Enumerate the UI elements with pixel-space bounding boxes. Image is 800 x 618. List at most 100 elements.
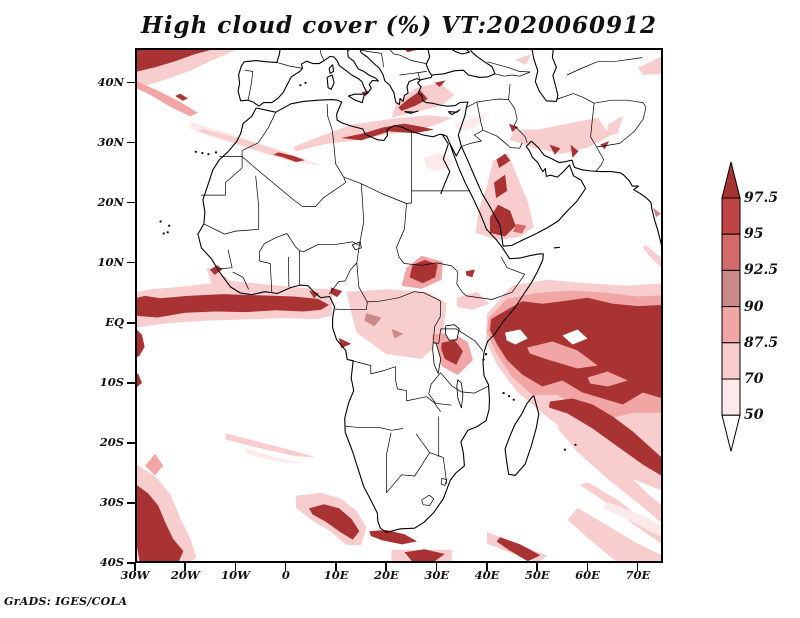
island-dot <box>159 220 162 223</box>
country-border <box>381 53 384 68</box>
country-border <box>421 494 435 506</box>
island-dot <box>304 81 307 84</box>
country-border <box>399 71 427 76</box>
island-dot <box>194 150 197 153</box>
cloud-io-lane2 <box>587 371 628 387</box>
cloud-midatl-arc1 <box>225 433 316 458</box>
country-border <box>461 385 490 394</box>
cloud-pak-dash <box>600 141 610 150</box>
island-dot <box>484 353 488 356</box>
cloud-ssudan-core <box>409 259 438 284</box>
country-border <box>557 93 595 104</box>
x-tick-label: 40E <box>474 568 500 582</box>
x-tick <box>435 563 438 571</box>
island-dot <box>502 392 505 395</box>
cloud-se-trail-fan1 <box>557 421 663 524</box>
coastline <box>328 64 335 74</box>
colorbar-label: 50 <box>744 407 764 424</box>
cloud-egypt-pink <box>424 153 455 172</box>
island-dot <box>482 358 485 361</box>
coastline <box>417 79 422 94</box>
cloud-br-fan2 <box>602 501 663 538</box>
country-border <box>433 328 442 344</box>
coastline <box>258 48 379 107</box>
cloud-india-dash <box>652 207 661 218</box>
country-border <box>345 425 404 431</box>
y-tick-label: 20N <box>97 194 124 209</box>
x-tick-label: 0 <box>281 568 290 582</box>
country-border <box>595 146 605 172</box>
cloud-nw-dash <box>175 93 188 101</box>
island-dot <box>201 151 204 155</box>
x-tick-label: 60E <box>575 568 600 582</box>
x-tick-label: 50E <box>524 568 550 582</box>
country-border <box>590 103 597 148</box>
island-dot <box>508 395 511 398</box>
country-border <box>244 69 254 100</box>
cloud-caspian-pink <box>514 54 532 65</box>
map-frame <box>135 48 663 563</box>
cloud-turkey-dash <box>434 80 446 87</box>
colorbar-segment <box>721 342 741 380</box>
cloud-saudi-core1 <box>490 204 516 237</box>
x-tick-label: 20W <box>170 568 200 582</box>
country-border <box>396 203 407 264</box>
cloud-levant-pink <box>454 111 490 132</box>
lake-outline <box>456 379 464 409</box>
colorbar-label: 92.5 <box>744 262 779 279</box>
cloud-sa-southcoast <box>369 530 418 545</box>
x-tick-label: 30E <box>424 568 450 582</box>
country-border <box>461 129 484 147</box>
cloud-niger-delta-dash <box>309 290 319 299</box>
cloud-tr-corner-pink <box>637 55 663 75</box>
country-border <box>403 262 459 273</box>
country-border <box>440 372 462 393</box>
country-border <box>224 175 260 235</box>
y-tick-label: 40S <box>99 555 124 569</box>
country-border <box>508 83 511 100</box>
country-border <box>358 183 365 246</box>
coastline <box>504 395 540 476</box>
country-border <box>482 129 523 149</box>
country-border <box>428 372 452 406</box>
x-tick-label: 10W <box>221 568 251 582</box>
plot-title: High cloud cover (%) VT:2020060912 <box>141 12 657 39</box>
country-border <box>440 328 484 352</box>
country-border <box>466 295 493 300</box>
y-tick-label: 30S <box>99 494 124 509</box>
country-border <box>259 260 273 293</box>
colorbar-segment <box>721 378 741 416</box>
x-tick <box>284 563 287 571</box>
cloud-guinea-core <box>135 294 330 318</box>
country-border <box>566 57 643 76</box>
country-border <box>288 256 290 287</box>
country-border <box>333 141 344 178</box>
x-tick <box>184 563 186 571</box>
cloud-sierra-leone-blob <box>209 265 223 275</box>
colorbar-segment <box>721 197 741 235</box>
cloud-morocco-streak <box>197 129 304 161</box>
cloud-ethiopia-dash <box>465 269 475 278</box>
cloud-cameroon-dash <box>330 287 343 298</box>
country-border <box>203 223 225 235</box>
country-border <box>596 106 647 148</box>
country-border <box>328 245 360 295</box>
coastline <box>531 48 559 102</box>
country-border <box>466 98 509 108</box>
coastline <box>417 92 469 147</box>
coastline <box>530 140 663 252</box>
island-dot <box>563 448 566 451</box>
x-tick-label: 30W <box>120 568 150 582</box>
coastline <box>237 48 281 107</box>
country-border <box>347 359 407 401</box>
country-border <box>258 233 288 262</box>
island-dot <box>207 153 210 156</box>
coastline <box>440 134 451 195</box>
grads-credit: GrADS: IGES/COLA <box>4 595 128 608</box>
x-tick <box>335 563 337 571</box>
country-border <box>406 131 412 204</box>
coastline <box>447 109 461 116</box>
country-border <box>286 233 305 252</box>
colorbar-label: 87.5 <box>744 334 779 351</box>
cloud-afghan-pink <box>606 115 623 136</box>
